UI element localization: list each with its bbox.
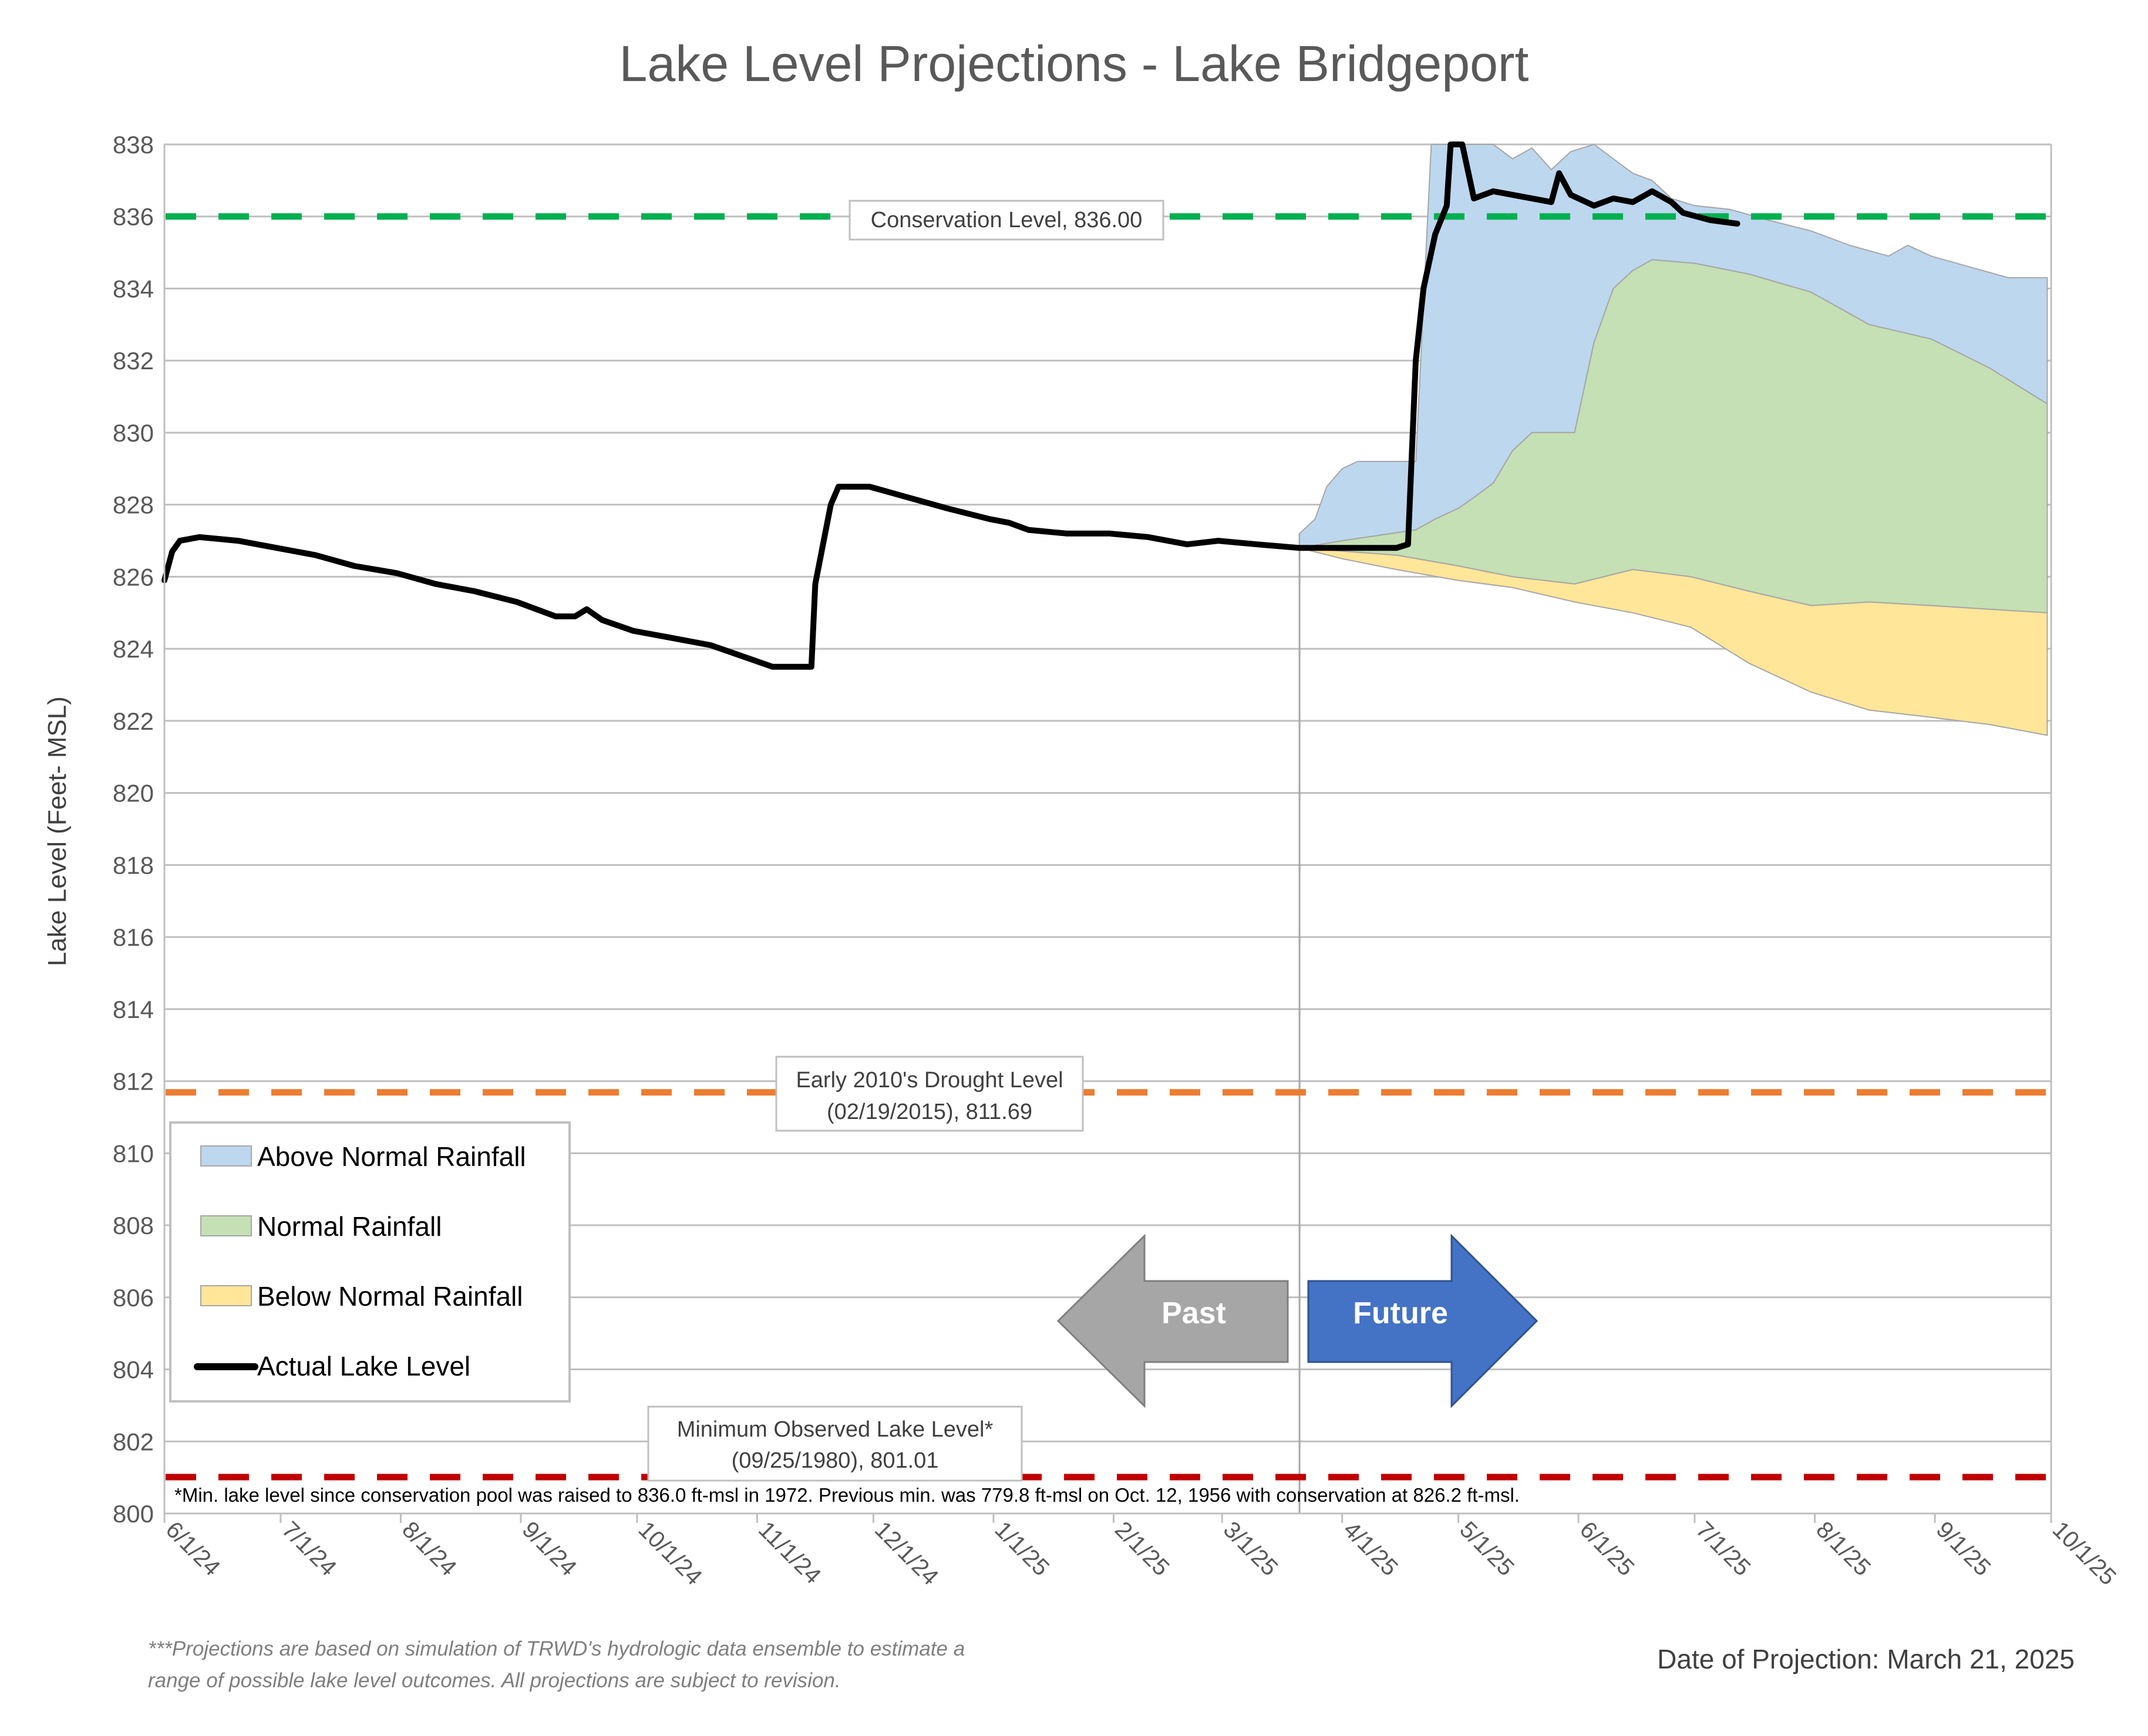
callout-box bbox=[647, 1405, 1023, 1482]
y-tick-label: 828 bbox=[113, 491, 154, 519]
future-arrow: Future bbox=[1307, 1233, 1538, 1408]
drought-level-label-line1: Early 2010's Drought Level bbox=[796, 1068, 1063, 1093]
y-tick-label: 824 bbox=[113, 635, 154, 663]
footnote-line2: range of possible lake level outcomes. A… bbox=[148, 1669, 841, 1692]
minimum-level-label-line1: Minimum Observed Lake Level* bbox=[677, 1417, 994, 1442]
legend-label: Normal Rainfall bbox=[257, 1211, 442, 1242]
chart-title: Lake Level Projections - Lake Bridgeport bbox=[620, 36, 1529, 92]
y-tick-label: 810 bbox=[113, 1140, 154, 1167]
projection-bands bbox=[1299, 143, 2048, 736]
y-tick-label: 820 bbox=[113, 780, 154, 807]
actual-lake-level-series bbox=[161, 141, 1740, 670]
right-arrow-shape bbox=[1307, 1233, 1538, 1408]
y-tick-label: 836 bbox=[113, 203, 154, 231]
legend: Above Normal Rainfall Normal Rainfall Be… bbox=[169, 1121, 571, 1403]
y-axis-label: Lake Level (Feet- MSL) bbox=[43, 696, 72, 966]
legend-label: Actual Lake Level bbox=[257, 1351, 470, 1381]
y-tick-label: 818 bbox=[113, 851, 154, 879]
past-arrow: Past bbox=[1056, 1233, 1289, 1408]
legend-swatch bbox=[200, 1145, 252, 1167]
y-tick-label: 834 bbox=[113, 275, 154, 302]
legend-label: Below Normal Rainfall bbox=[257, 1281, 523, 1312]
y-tick-label: 806 bbox=[113, 1284, 154, 1312]
y-tick-label: 832 bbox=[113, 347, 154, 375]
past-label: Past bbox=[1161, 1296, 1226, 1330]
minimum-level-note: *Min. lake level since conservation pool… bbox=[174, 1484, 1520, 1506]
legend-item-normal: Normal Rainfall bbox=[200, 1211, 442, 1242]
minimum-level-label-line2: (09/25/1980), 801.01 bbox=[732, 1448, 939, 1473]
y-tick-label: 800 bbox=[113, 1500, 154, 1528]
legend-item-above-normal: Above Normal Rainfall bbox=[200, 1141, 526, 1172]
y-tick-label: 802 bbox=[113, 1428, 154, 1455]
legend-box bbox=[169, 1121, 571, 1403]
callout-box bbox=[849, 200, 1164, 241]
legend-label: Above Normal Rainfall bbox=[257, 1141, 526, 1172]
legend-swatch bbox=[200, 1285, 252, 1306]
axes bbox=[163, 144, 2051, 1515]
legend-swatch bbox=[200, 1215, 252, 1236]
conservation-level-callout: Conservation Level, 836.00 bbox=[849, 200, 1164, 241]
left-arrow-shape bbox=[1056, 1233, 1289, 1408]
minimum-level-callout: Minimum Observed Lake Level* (09/25/1980… bbox=[647, 1405, 1023, 1482]
y-tick-label: 822 bbox=[113, 707, 154, 735]
y-tick-label: 812 bbox=[113, 1068, 154, 1095]
y-tick-label: 816 bbox=[113, 923, 154, 951]
actual-lake-level-line bbox=[161, 141, 1740, 670]
drought-level-callout: Early 2010's Drought Level (02/19/2015),… bbox=[775, 1056, 1084, 1132]
drought-level-label-line2: (02/19/2015), 811.69 bbox=[827, 1100, 1032, 1124]
y-tick-label: 830 bbox=[113, 419, 154, 447]
band-below-normal-rainfall bbox=[1299, 547, 2048, 736]
y-tick-label: 838 bbox=[113, 131, 154, 159]
conservation-level-label: Conservation Level, 836.00 bbox=[871, 208, 1143, 232]
y-tick-label: 826 bbox=[113, 563, 154, 591]
legend-item-below-normal: Below Normal Rainfall bbox=[200, 1281, 523, 1312]
y-axis-tick-labels: 800 802 804 806 808 810 812 814 816 818 820 822 824 8… bbox=[113, 131, 154, 1528]
future-label: Future bbox=[1353, 1296, 1448, 1330]
callout-box bbox=[775, 1056, 1084, 1132]
legend-item-actual: Actual Lake Level bbox=[194, 1351, 470, 1381]
footnote-line1: ***Projections are based on simulation o… bbox=[148, 1637, 965, 1660]
y-tick-label: 804 bbox=[113, 1356, 154, 1384]
y-tick-label: 814 bbox=[113, 996, 154, 1023]
projection-date-label: Date of Projection: March 21, 2025 bbox=[1657, 1644, 2075, 1674]
y-tick-label: 808 bbox=[113, 1212, 154, 1239]
